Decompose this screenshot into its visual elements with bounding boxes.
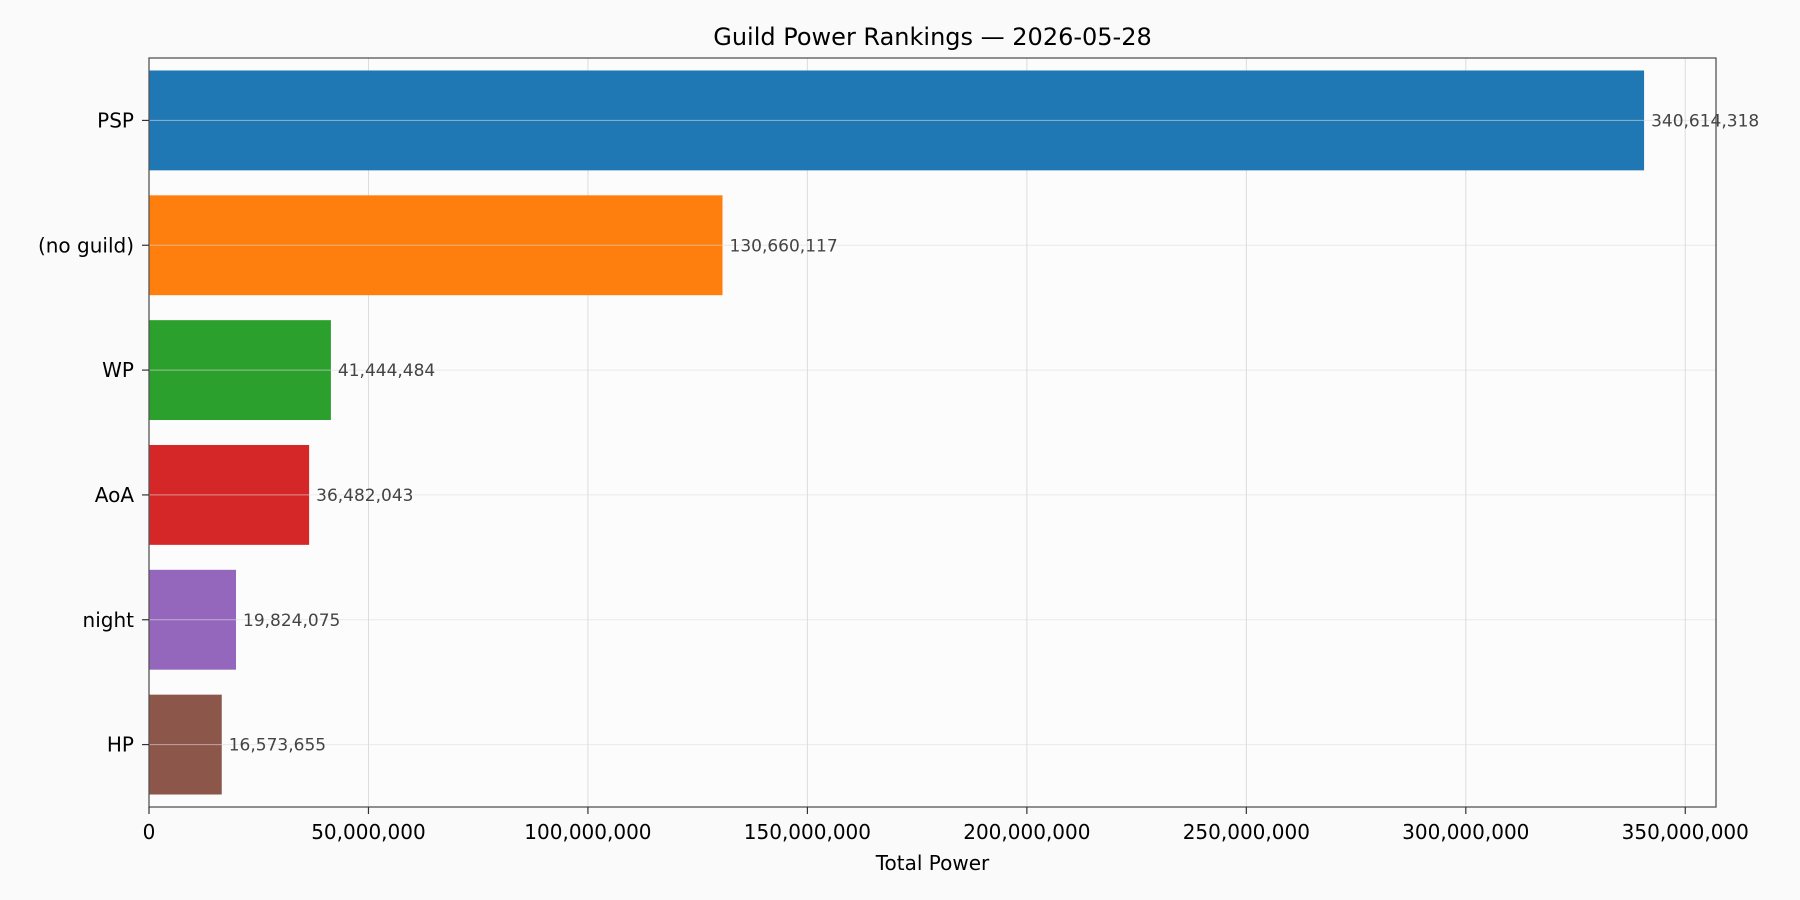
x-axis-label: Total Power bbox=[875, 851, 990, 875]
y-tick-label: AoA bbox=[95, 483, 135, 507]
plot-area bbox=[149, 58, 1716, 807]
chart-title: Guild Power Rankings — 2026-05-28 bbox=[713, 23, 1152, 51]
grid-lines bbox=[148, 58, 1686, 807]
x-tick-label: 200,000,000 bbox=[963, 820, 1090, 844]
horizontal-grid-lines bbox=[149, 119, 1716, 746]
x-tick-label: 250,000,000 bbox=[1183, 820, 1310, 844]
bar-value-label: 340,614,318 bbox=[1651, 111, 1759, 131]
x-tick-label: 300,000,000 bbox=[1402, 820, 1529, 844]
y-tick-label: HP bbox=[107, 733, 134, 757]
bar-value-label: 41,444,484 bbox=[338, 361, 435, 381]
x-axis-ticks: 0 50,000,000 100,000,000 150,000,000 200,000… bbox=[143, 807, 1749, 844]
x-tick-label: 100,000,000 bbox=[524, 820, 651, 844]
y-tick-label: (no guild) bbox=[38, 233, 134, 257]
bar-value-label: 19,824,075 bbox=[243, 611, 340, 631]
x-tick-label: 0 bbox=[143, 820, 156, 844]
x-tick-label: 150,000,000 bbox=[744, 820, 871, 844]
bar-value-label: 36,482,043 bbox=[316, 486, 413, 506]
y-tick-label: PSP bbox=[97, 108, 134, 132]
bar-value-label: 16,573,655 bbox=[229, 736, 326, 756]
y-tick-label: WP bbox=[102, 358, 134, 382]
x-tick-label: 50,000,000 bbox=[311, 820, 426, 844]
x-tick-label: 350,000,000 bbox=[1622, 820, 1749, 844]
bar-value-label: 130,660,117 bbox=[730, 236, 838, 256]
y-axis-ticks: PSP (no guild) WP AoA night HP bbox=[38, 108, 149, 757]
value-labels: 340,614,318 130,660,117 41,444,484 36,482,0… bbox=[229, 111, 1759, 755]
plot-frame bbox=[148, 57, 1717, 808]
y-tick-label: night bbox=[83, 608, 135, 632]
